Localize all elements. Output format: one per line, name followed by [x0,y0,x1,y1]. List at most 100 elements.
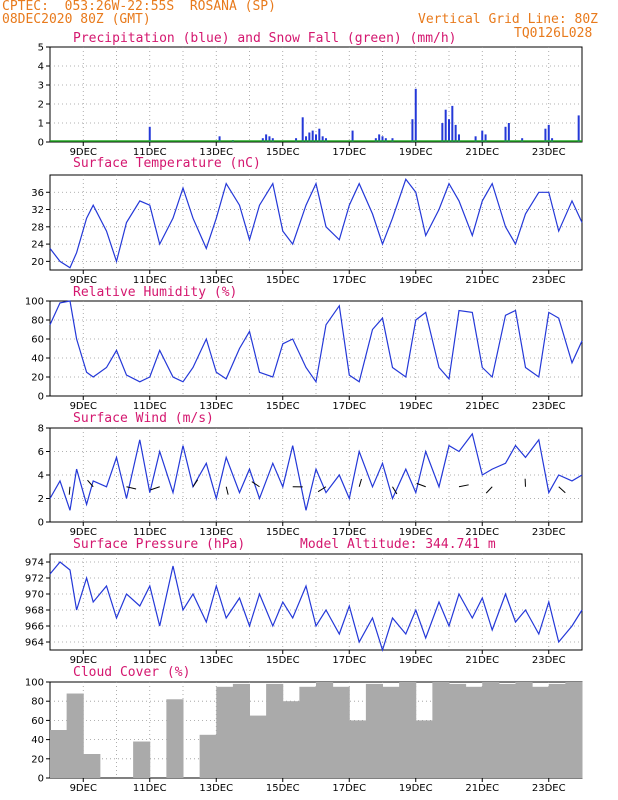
cloud-bar [399,682,417,778]
cloud-bar [548,683,566,778]
cloud-title: Cloud Cover (%) [73,665,190,680]
header-code: TQ0126L028 [514,26,593,41]
precip-bar [351,130,354,142]
precip-bar [378,134,381,142]
cloud-bar [515,682,533,778]
rh-ytick-label: 60 [31,335,44,346]
precip-bar [311,130,314,142]
precip-bar [308,132,311,142]
rh-series-line [49,300,583,384]
temp-ytick-label: 32 [31,205,44,216]
precip-bar [374,138,377,142]
precip-bar [321,136,324,142]
press-xtick-label: 21DEC [465,655,499,666]
cloud-bar [249,715,267,778]
cloud-ytick-label: 0 [38,774,44,785]
press-annotation: Model Altitude: 344.741 m [300,537,496,552]
precip-xtick-label: 11DEC [133,147,167,158]
press-ytick-label: 970 [25,590,44,601]
wind-xtick-label: 11DEC [133,527,167,538]
precip-bar [521,138,524,142]
press-ytick-label: 974 [25,558,44,569]
rh-xtick-label: 17DEC [332,401,366,412]
precip-bar [547,124,550,142]
cloud-xtick-label: 9DEC [70,783,97,794]
wind-title: Surface Wind (m/s) [73,411,214,426]
temp-series-line [49,178,583,269]
wind-xtick-label: 23DEC [532,527,566,538]
rh-title: Relative Humidity (%) [73,285,237,300]
precip-bar [384,138,387,142]
cloud-xtick-label: 13DEC [199,783,233,794]
header-vgrid: Vertical Grid Line: 80Z [418,12,599,27]
rh-xtick-label: 21DEC [465,401,499,412]
wind-arrow [150,486,160,491]
cloud-xtick-label: 15DEC [266,783,300,794]
precip-xtick-label: 9DEC [70,147,97,158]
press-ytick-label: 968 [25,606,44,617]
precip-bar [441,123,444,142]
temp-ytick-label: 28 [31,222,44,233]
cloud-bar [216,686,234,778]
precip-bar [504,126,507,142]
cloud-bar [415,720,433,778]
cloud-ytick-label: 40 [31,735,44,746]
temp-xtick-label: 23DEC [532,275,566,286]
precip-bar [457,134,460,142]
cloud-bar [365,683,383,778]
wind-arrow [317,486,327,493]
wind-ytick-label: 2 [38,494,44,505]
cloud-bar [133,741,151,778]
precip-title: Precipitation (blue) and Snow Fall (gree… [73,31,457,46]
cloud-bar [532,686,550,778]
wind-arrow [192,479,199,488]
cloud-bar [316,682,334,778]
cloud-bar [299,686,317,778]
cloud-xtick-label: 11DEC [133,783,167,794]
precip-bar [454,124,457,142]
cloud-bar [565,682,583,778]
press-xtick-label: 13DEC [199,655,233,666]
cloud-ytick-label: 100 [25,678,44,689]
precip-bar [301,117,304,142]
cloud-ytick-label: 60 [31,716,44,727]
wind-ytick-label: 6 [38,447,44,458]
temp-xtick-label: 21DEC [465,275,499,286]
wind-xtick-label: 13DEC [199,527,233,538]
cloud-bar [449,683,467,778]
temp-ytick-label: 36 [31,188,44,199]
temp-xtick-label: 15DEC [266,275,300,286]
precip-bar [265,134,268,142]
cloud-bar [232,683,250,778]
precip-bar [474,136,477,142]
wind-arrow [485,486,493,494]
cloud-bar [382,686,400,778]
temp-ytick-label: 24 [31,240,44,251]
cloud-bar [349,720,367,778]
rh-ytick-label: 40 [31,354,44,365]
precip-xtick-label: 19DEC [399,147,433,158]
precip-bar [318,128,321,142]
precip-xtick-label: 17DEC [332,147,366,158]
temp-xtick-label: 11DEC [133,275,167,286]
cloud-bar [83,754,101,778]
precip-bar [261,138,264,142]
precip-bar [148,126,151,142]
precip-bar [295,138,298,142]
wind-arrow [68,486,71,495]
cloud-bar [332,686,350,778]
temp-ytick-label: 20 [31,257,44,268]
wind-arrow [358,478,362,487]
wind-arrow [416,482,426,488]
precip-xtick-label: 21DEC [465,147,499,158]
temp-xtick-label: 17DEC [332,275,366,286]
precip-bar [381,136,384,142]
press-xtick-label: 11DEC [133,655,167,666]
press-xtick-label: 9DEC [70,655,97,666]
press-ytick-label: 964 [25,638,44,649]
precip-ytick-label: 5 [38,43,44,54]
wind-xtick-label: 19DEC [399,527,433,538]
precip-bar [444,109,447,142]
press-title: Surface Pressure (hPa) [73,537,245,552]
header-date: 08DEC2020 80Z (GMT) [2,12,151,27]
